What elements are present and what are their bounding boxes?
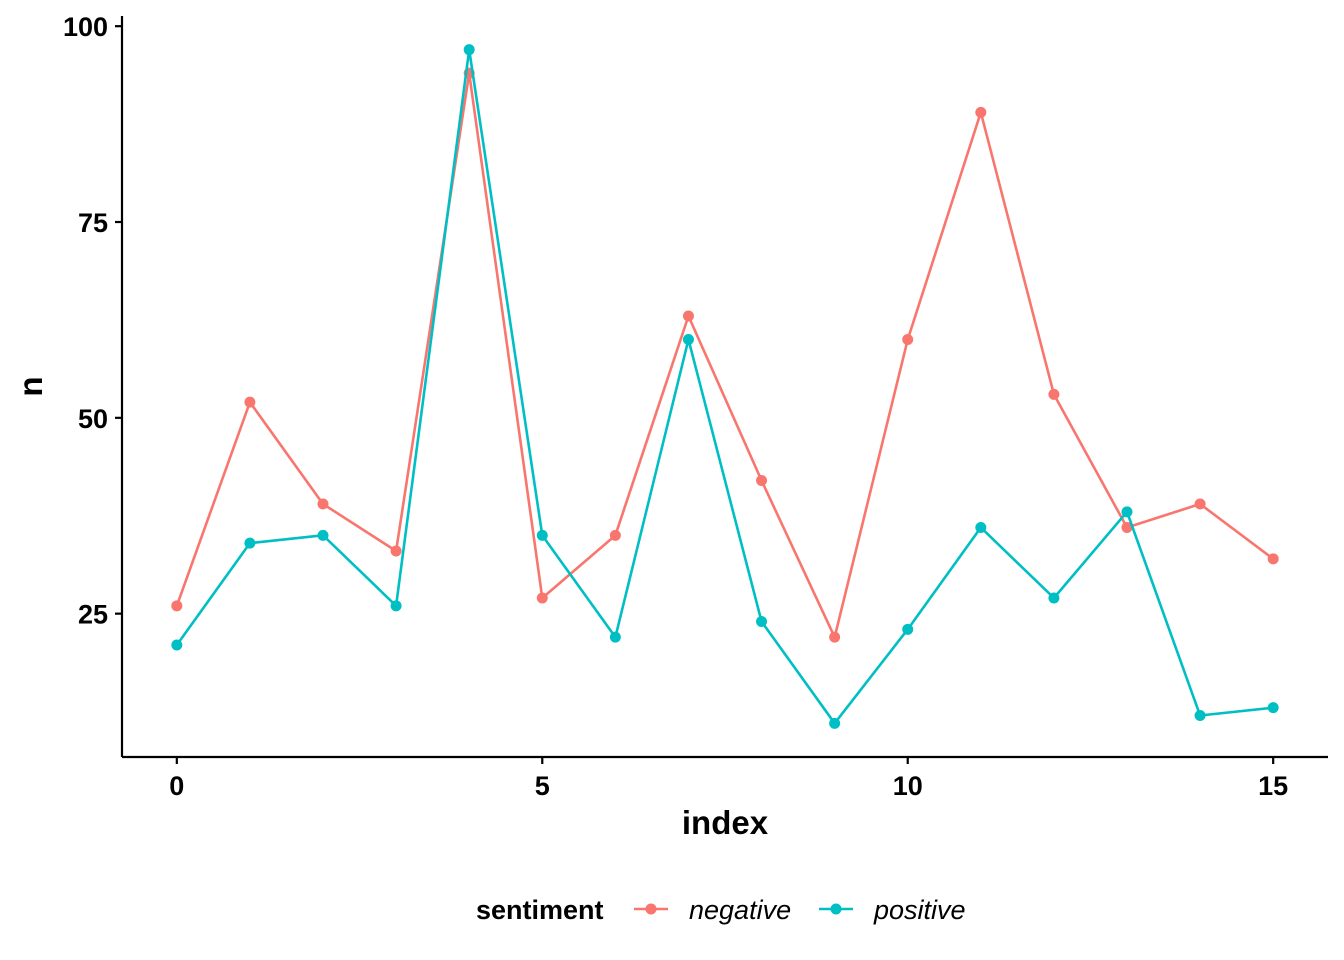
series-positive	[171, 44, 1279, 729]
y-tick-label: 25	[78, 600, 108, 630]
data-point-negative	[1048, 388, 1060, 400]
data-point-negative	[902, 334, 914, 346]
data-point-positive	[1048, 592, 1060, 604]
x-tick-label: 0	[169, 771, 184, 801]
legend-label: negative	[689, 895, 791, 925]
data-point-negative	[682, 310, 694, 322]
data-point-positive	[463, 44, 475, 56]
legend-label: positive	[873, 895, 966, 925]
x-tick-label: 5	[535, 771, 550, 801]
data-point-negative	[1121, 521, 1133, 533]
x-tick-label: 15	[1258, 771, 1288, 801]
y-tick-label: 50	[78, 404, 108, 434]
data-point-negative	[1194, 498, 1206, 510]
x-axis-ticks: 0 5 10 15	[169, 757, 1288, 801]
data-point-positive	[171, 639, 183, 651]
legend-items: negative positive	[634, 895, 966, 925]
y-axis-ticks: 25 50 75 100	[63, 12, 122, 630]
data-point-positive	[609, 631, 621, 643]
data-point-positive	[1194, 709, 1206, 721]
data-point-negative	[756, 474, 768, 486]
data-point-negative	[1267, 553, 1279, 565]
data-point-positive	[682, 334, 694, 346]
axes: 25 50 75 100 0 5 10 15	[63, 12, 1328, 801]
data-point-positive	[317, 529, 329, 541]
legend: sentiment negative positive	[476, 895, 966, 925]
data-point-negative	[609, 529, 621, 541]
data-point-positive	[390, 600, 402, 612]
legend-title: sentiment	[476, 895, 604, 925]
plot-area	[171, 44, 1279, 729]
data-point-positive	[536, 529, 548, 541]
series-line-positive	[175, 48, 1274, 725]
data-point-positive	[244, 537, 256, 549]
data-point-positive	[756, 615, 768, 627]
series-group	[171, 44, 1279, 729]
data-point-negative	[975, 106, 987, 118]
data-point-positive	[1267, 702, 1279, 714]
series-line-negative	[175, 71, 1274, 639]
y-tick-label: 100	[63, 12, 108, 42]
x-tick-label: 10	[893, 771, 923, 801]
data-point-positive	[829, 717, 841, 729]
data-point-positive	[975, 521, 987, 533]
series-negative	[171, 67, 1279, 643]
data-point-negative	[317, 498, 329, 510]
data-point-negative	[171, 600, 183, 612]
data-point-positive	[902, 623, 914, 635]
x-axis-title: index	[682, 804, 769, 841]
data-point-negative	[390, 545, 402, 557]
data-point-positive	[1121, 506, 1133, 518]
data-point-negative	[536, 592, 548, 604]
y-tick-label: 75	[78, 208, 108, 238]
data-point-negative	[244, 396, 256, 408]
legend-key-point	[645, 903, 657, 915]
legend-item-negative: negative	[634, 895, 791, 925]
data-point-negative	[829, 631, 841, 643]
legend-item-positive: positive	[819, 895, 966, 925]
legend-key-point	[830, 903, 842, 915]
y-axis-title: n	[12, 376, 49, 396]
